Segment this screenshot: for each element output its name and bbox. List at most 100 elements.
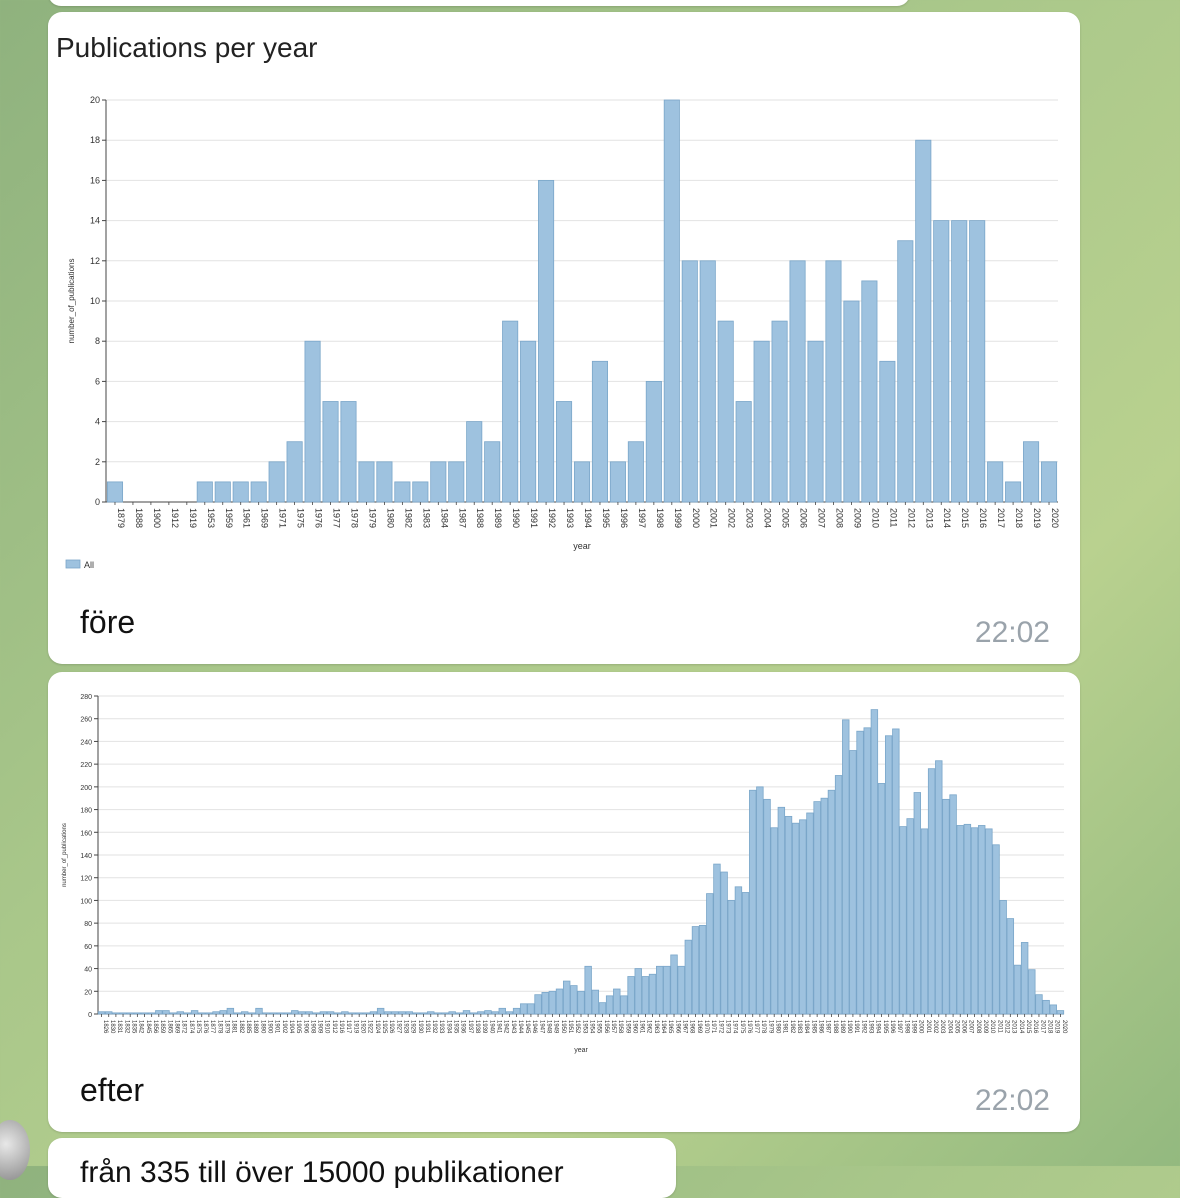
x-tick-label: 2012 [906,508,916,528]
bar [240,1011,249,1015]
x-tick-label: 1872 [181,1020,187,1034]
x-tick-label: 2016 [1032,1020,1038,1034]
x-tick-label: 1931 [424,1020,430,1034]
x-tick-label: 1927 [395,1020,401,1034]
bar [233,1012,242,1015]
x-tick-label: 1906 [302,1020,308,1034]
x-tick-label: 2013 [924,508,934,528]
bar [784,815,793,1015]
x-tick-label: 1875 [195,1020,201,1034]
x-tick-label: 1973 [724,1020,730,1034]
x-tick-label: 1890 [259,1020,265,1034]
bar [398,1011,406,1015]
bar [648,973,657,1015]
x-tick-label: 1942 [503,1020,509,1034]
x-tick-label: 1901 [274,1020,280,1034]
bar [684,939,693,1015]
bar [807,340,824,503]
x-tick-label: 1882 [238,1020,244,1034]
bar [699,260,716,503]
bar [304,340,321,503]
x-tick-label: 1945 [524,1020,530,1034]
x-tick-label: 2010 [870,508,880,528]
x-tick-label: 1904 [288,1020,294,1034]
bar [291,1010,299,1015]
x-tick-label: 1832 [123,1020,129,1034]
x-tick-label: 2020 [1061,1020,1067,1034]
bar [879,360,896,503]
bar [106,481,124,503]
user-avatar[interactable] [0,1120,30,1180]
bar [491,1011,499,1015]
y-tick-label: 120 [80,876,92,883]
chart-after: 0 20 40 60 80 100 120 140 160 180 200 220 240 260 280 1… [62,694,1067,1054]
bar [448,1011,456,1015]
bar [842,719,850,1015]
x-tick-label: 2010 [989,1020,995,1034]
x-tick-label: 1986 [817,1020,823,1034]
x-tick-label: 1952 [574,1020,580,1034]
x-tick-label: 1950 [560,1020,566,1034]
bar [915,139,932,503]
bar [232,481,249,503]
x-tick-label: 1958 [617,1020,623,1034]
bar [827,789,836,1015]
bar [538,179,555,503]
x-tick-label: 2008 [834,508,844,528]
bar [169,1012,177,1015]
bar [176,1011,184,1015]
x-tick-label: 1984 [803,1020,809,1034]
x-tick-label: 1992 [547,508,557,528]
x-tick-label: 1993 [565,508,575,528]
x-tick-label: 1995 [882,1020,888,1034]
bar [570,985,578,1015]
bar [268,461,285,503]
x-tick-label: 1953 [206,508,216,528]
x-tick-label: 1937 [467,1020,473,1034]
bar [899,826,907,1015]
message-bubble-after[interactable]: 0 20 40 60 80 100 120 140 160 180 200 220 240 260 280 1… [48,672,1080,1132]
x-tick-label: 2008 [975,1020,981,1034]
x-tick-label: 1946 [531,1020,537,1034]
x-tick-label: 1961 [242,508,252,528]
x-tick-label: 1845 [145,1020,151,1034]
y-tick-label: 280 [80,694,92,701]
x-tick-label: 1989 [839,1020,845,1034]
x-tick-label: 1948 [546,1020,552,1034]
x-tick-label: 1961 [639,1020,645,1034]
x-tick-label: 1963 [653,1020,659,1034]
x-tick-label: 1971 [710,1020,716,1034]
bar [670,954,678,1015]
bar [226,1007,235,1015]
bar [376,461,393,503]
bar [312,1012,320,1015]
x-tick-label: 2005 [781,508,791,528]
bar [884,735,893,1015]
bar [613,988,621,1015]
y-tick-label: 140 [80,853,92,860]
x-tick-label: 1982 [789,1020,795,1034]
message-bubble-before[interactable]: Publications per year 0 2 4 6 8 10 12 14 16 18 20 1… [48,12,1080,664]
bar [656,965,664,1015]
y-tick-label: 14 [90,216,100,226]
x-tick-label: 1994 [875,1020,881,1034]
bar [162,1010,170,1015]
bar [97,1011,106,1015]
bar [963,823,972,1015]
bar [126,1012,134,1015]
x-tick-label: 1831 [116,1020,122,1034]
x-tick-label: 2002 [932,1020,938,1034]
x-tick-label: 2011 [888,508,898,527]
x-tick-label: 1944 [517,1020,523,1034]
x-tick-label: 2011 [996,1020,1002,1034]
x-tick-label: 1902 [281,1020,287,1034]
bar [591,360,608,503]
x-tick-label: 2001 [709,508,719,528]
x-tick-label: 1971 [278,508,288,528]
x-tick-label: 2016 [978,508,988,528]
bar [286,441,303,503]
x-tick-label: 1989 [493,508,503,528]
bar [255,1007,263,1015]
y-tick-label: 180 [80,808,92,815]
message-bubble-partial[interactable]: från 335 till över 15000 publikationer [48,1138,676,1198]
